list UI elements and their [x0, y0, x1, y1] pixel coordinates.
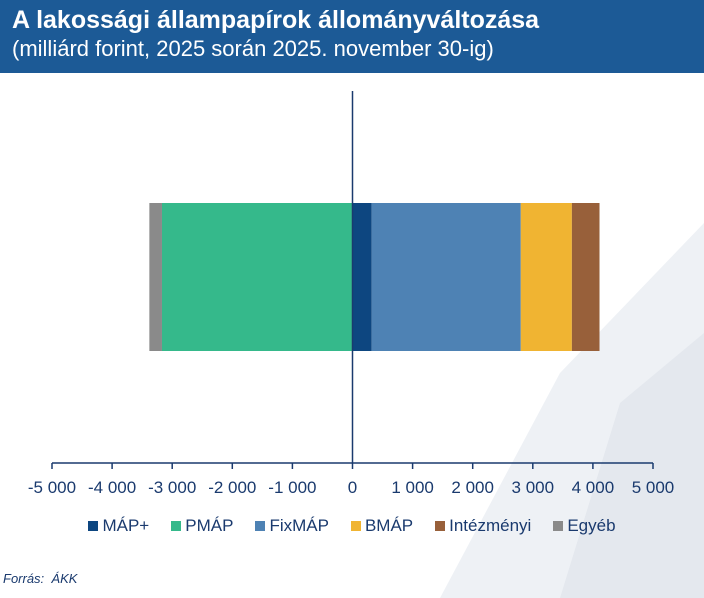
x-tick-label: 5 000: [632, 478, 675, 497]
x-tick-label: 4 000: [572, 478, 615, 497]
bar-segment-1: [161, 203, 353, 351]
legend-item: MÁP+: [88, 516, 149, 536]
x-tick-label: 2 000: [451, 478, 494, 497]
bar-segment-0: [352, 203, 372, 351]
x-axis-ticks: -5 000 -4 000 -3 000 -2 000 -1 000 0 1 000 2 00…: [28, 463, 674, 497]
bar-segment-3: [520, 203, 572, 351]
background-decoration: [440, 223, 704, 598]
x-tick-label: -2 000: [208, 478, 256, 497]
bar-group: [149, 203, 600, 351]
legend-swatch: [435, 521, 446, 531]
legend-swatch: [553, 521, 564, 531]
legend-label: Intézményi: [449, 516, 532, 535]
legend-swatch: [88, 521, 99, 531]
legend-label: FixMÁP: [269, 516, 329, 535]
x-tick-label: 1 000: [391, 478, 434, 497]
legend-label: Egyéb: [567, 516, 616, 535]
legend-swatch: [171, 521, 182, 531]
legend-item: PMÁP: [171, 516, 233, 536]
x-tick-label: 0: [348, 478, 357, 497]
legend-item: Intézményi: [435, 516, 531, 536]
chart-title: A lakossági állampapírok állományváltozá…: [12, 6, 540, 34]
legend-item: FixMÁP: [255, 516, 329, 536]
legend-label: MÁP+: [102, 516, 150, 535]
source-note: Forrás: ÁKK: [3, 571, 78, 586]
legend-item: BMÁP: [350, 516, 414, 536]
x-tick-label: 3 000: [512, 478, 555, 497]
chart-header: A lakossági állampapírok állományváltozá…: [0, 0, 704, 73]
legend-swatch: [350, 521, 361, 531]
x-tick-label: -5 000: [28, 478, 76, 497]
x-tick-label: -1 000: [268, 478, 316, 497]
bar-segment-5: [149, 203, 162, 351]
legend-label: PMÁP: [185, 516, 234, 535]
legend-item: Egyéb: [553, 516, 616, 536]
chart-legend: MÁP+ PMÁP FixMÁP BMÁP Intézményi Egyéb: [0, 516, 704, 536]
chart-subtitle: (milliárd forint, 2025 során 2025. novem…: [12, 36, 494, 61]
legend-swatch: [255, 521, 266, 531]
x-tick-label: -4 000: [88, 478, 136, 497]
x-tick-label: -3 000: [148, 478, 196, 497]
bar-segment-2: [371, 203, 521, 351]
legend-label: BMÁP: [364, 516, 414, 535]
bar-segment-4: [571, 203, 600, 351]
